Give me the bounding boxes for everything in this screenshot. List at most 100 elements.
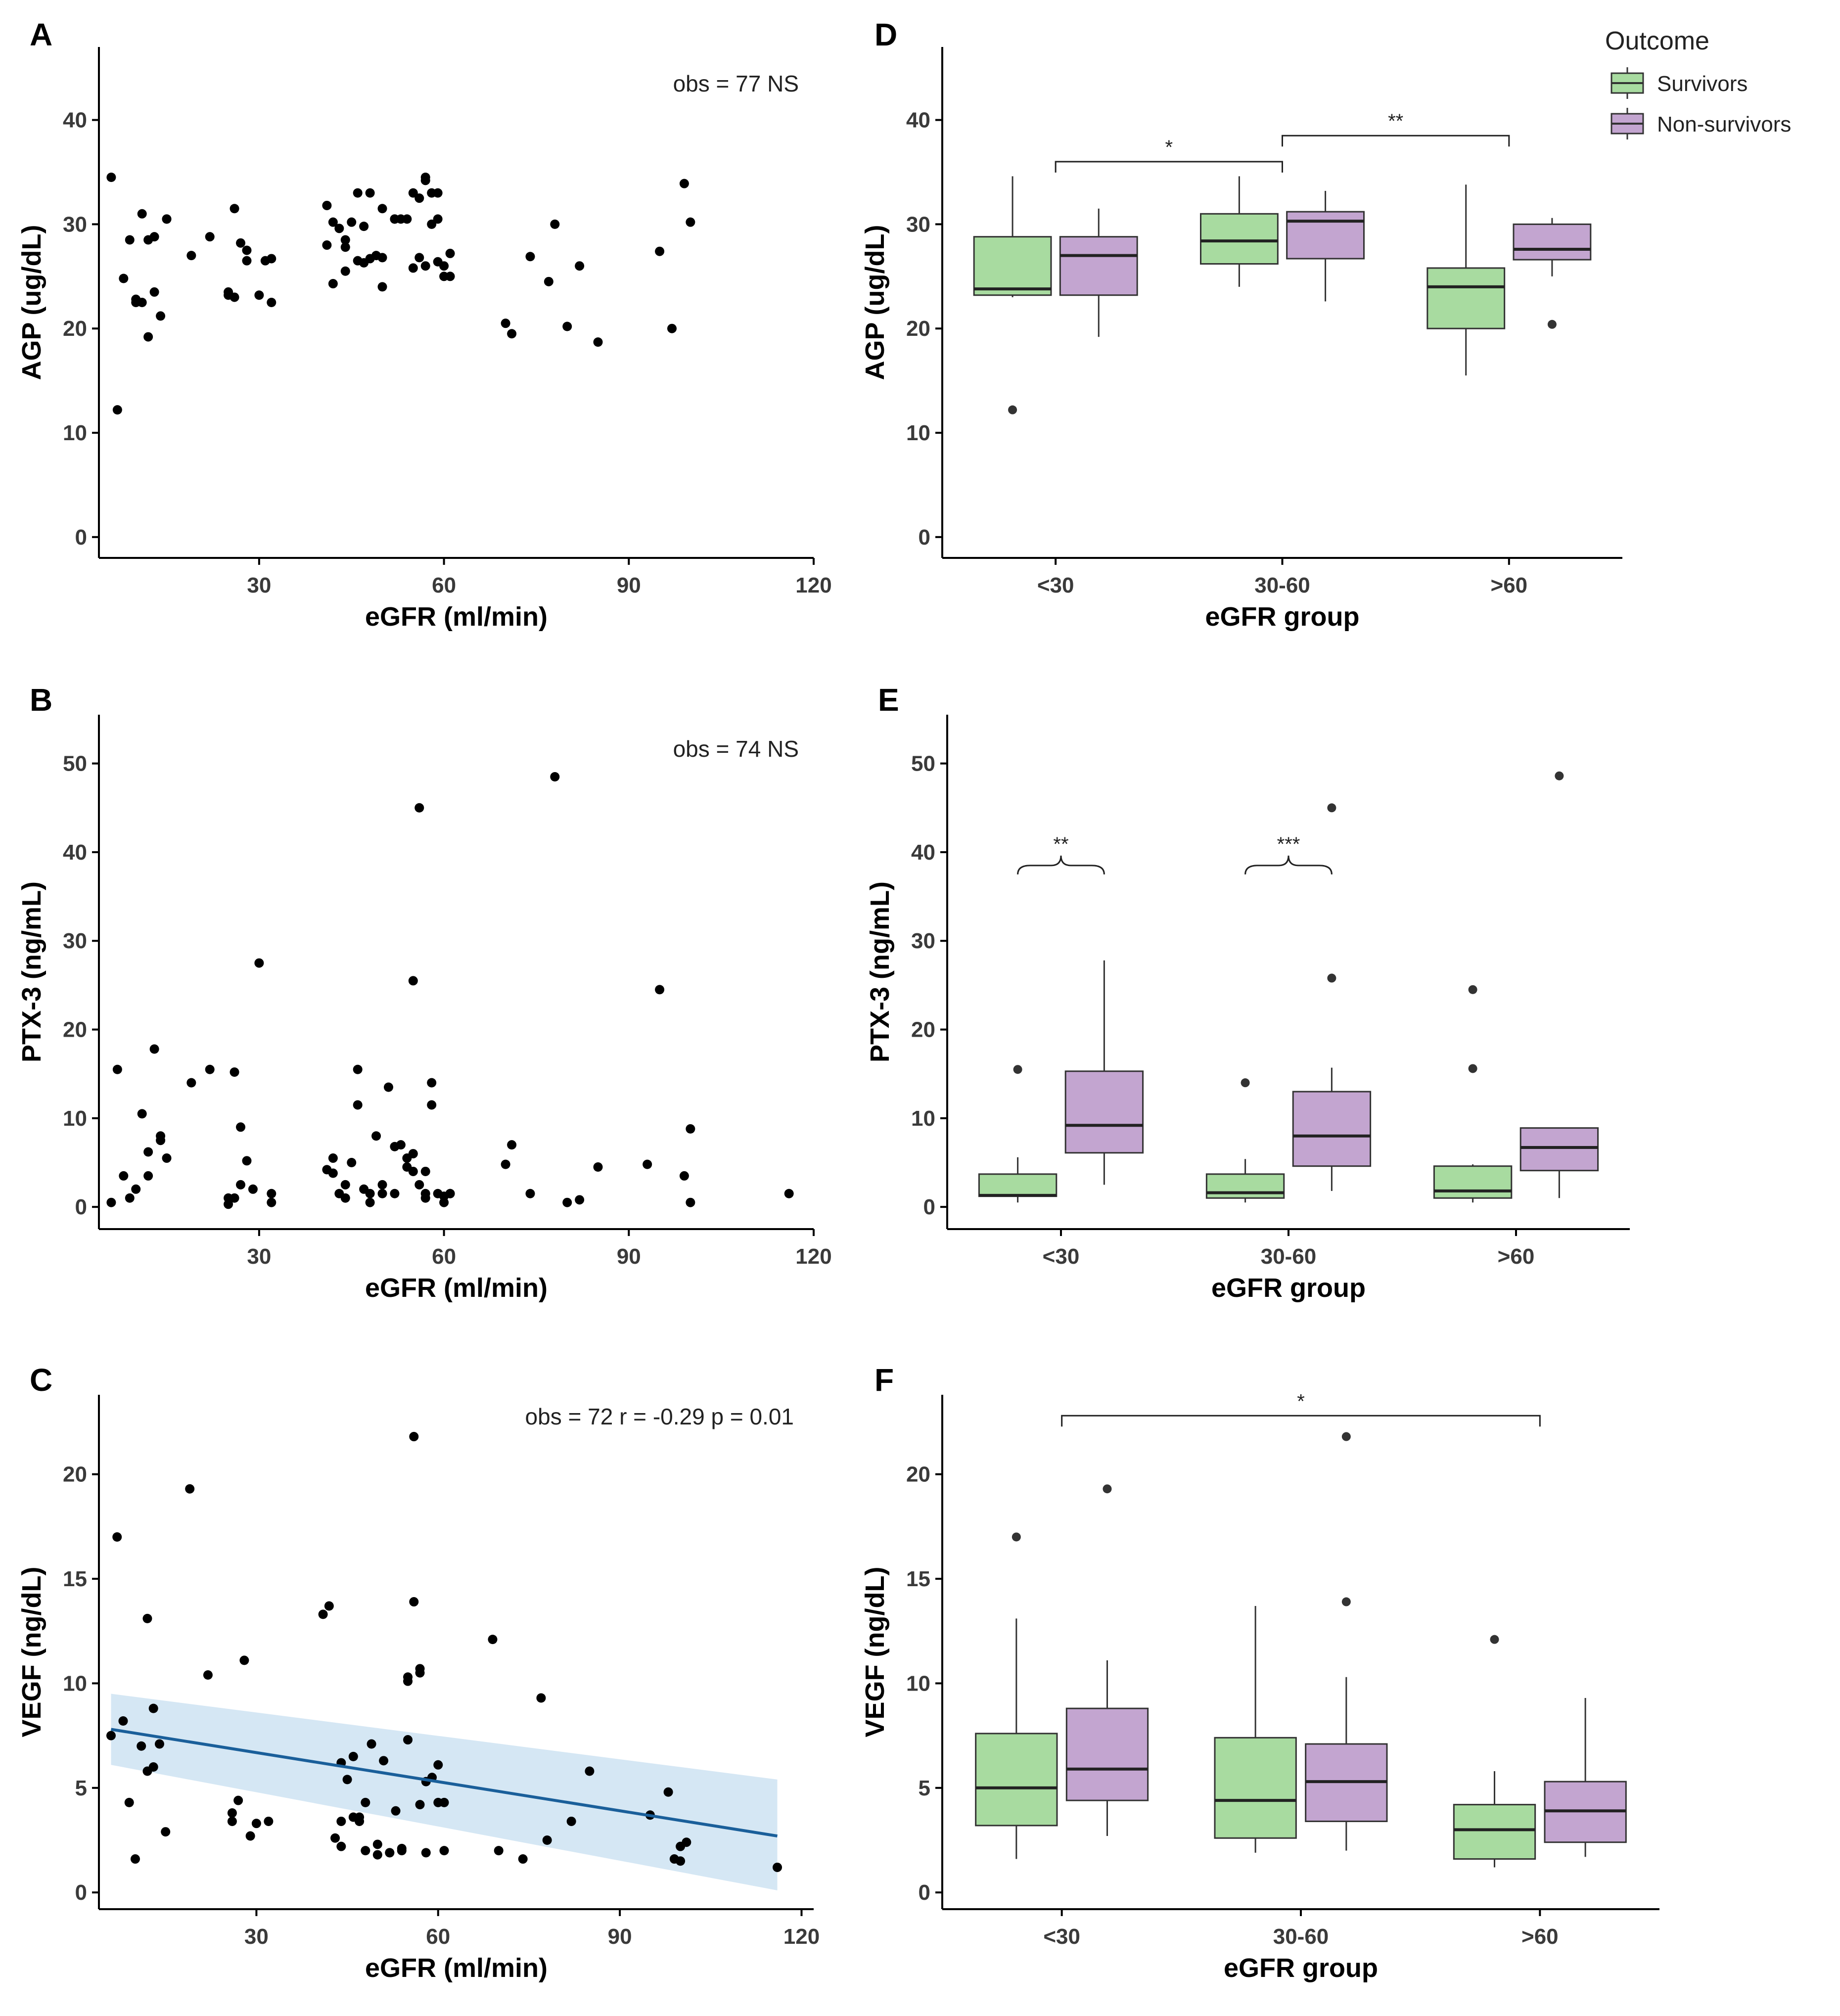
scatter-point: [334, 224, 344, 233]
scatter-point: [106, 1197, 116, 1207]
scatter-point: [403, 1676, 413, 1686]
scatter-point: [655, 985, 665, 995]
y-tick-label: 30: [906, 212, 930, 236]
box-outlier: [1341, 1432, 1351, 1441]
scatter-point: [365, 188, 375, 198]
scatter-point: [433, 188, 443, 198]
scatter-point: [409, 1597, 419, 1607]
scatter-point: [359, 258, 369, 268]
scatter-point: [239, 1655, 249, 1665]
scatter-point: [328, 217, 338, 227]
scatter-point: [242, 1156, 252, 1166]
chart-panel-c: C 0 5 10 15 20 30 60 90 120 eGFR (ml/min) VEGF (ng/…: [17, 1362, 820, 1983]
scatter-point: [439, 1846, 449, 1856]
scatter-point: [445, 248, 455, 258]
box-outlier: [1327, 803, 1336, 813]
box-non-survivors: [1065, 1484, 1149, 1836]
scatter-point: [686, 1124, 695, 1134]
scatter-point: [227, 1808, 237, 1818]
scatter-point: [585, 1766, 595, 1776]
y-tick-label: 10: [63, 1671, 87, 1695]
x-category-label: >60: [1521, 1924, 1559, 1949]
scatter-point: [149, 287, 159, 297]
x-tick-label: 30: [247, 573, 271, 597]
scatter-point: [433, 1797, 443, 1807]
scatter-point: [106, 1731, 116, 1741]
x-axis-title: eGFR (ml/min): [365, 1273, 548, 1303]
scatter-point: [361, 1846, 370, 1856]
scatter-point: [593, 1162, 603, 1172]
stats-annotation: obs = 74 NS: [673, 736, 799, 762]
significance-brace: [1244, 855, 1333, 874]
y-tick-label: 10: [911, 1106, 935, 1131]
y-axis-title: AGP (ug/dL): [17, 225, 46, 380]
box-non-survivors: [1544, 1698, 1627, 1857]
x-tick-label: 60: [432, 573, 456, 597]
scatter-point: [682, 1837, 691, 1847]
box-outlier: [1241, 1078, 1250, 1088]
significance-bracket: [1055, 161, 1283, 173]
scatter-point: [518, 1854, 528, 1864]
y-tick-label: 0: [923, 1195, 935, 1219]
box-iqr: [1292, 1091, 1372, 1167]
y-tick-label: 50: [63, 752, 87, 776]
scatter-point: [445, 272, 455, 281]
scatter-point: [377, 282, 387, 292]
scatter-point: [679, 1171, 689, 1181]
scatter-point: [131, 1184, 141, 1194]
scatter-point: [236, 238, 246, 248]
significance-label: *: [1165, 137, 1173, 158]
scatter-point: [340, 266, 350, 276]
scatter-point: [686, 217, 695, 227]
scatter-point: [427, 219, 437, 229]
scatter-point: [112, 405, 122, 415]
scatter-point: [402, 1162, 412, 1172]
scatter-point: [544, 276, 553, 286]
scatter-point: [267, 298, 276, 307]
scatter-point: [676, 1856, 686, 1866]
scatter-point: [264, 1816, 274, 1826]
scatter-point: [420, 1189, 430, 1198]
scatter-point: [328, 1153, 338, 1163]
x-category-label: <30: [1043, 1924, 1080, 1949]
stats-annotation: obs = 72 r = -0.29 p = 0.01: [525, 1404, 794, 1429]
x-axis-title: eGFR (ml/min): [365, 1953, 548, 1983]
scatter-point: [773, 1862, 782, 1872]
scatter-point: [162, 214, 172, 224]
scatter-point: [575, 1195, 585, 1205]
box-iqr: [1065, 1707, 1149, 1801]
scatter-point: [377, 204, 387, 214]
scatter-point: [488, 1635, 498, 1645]
scatter-point: [156, 311, 166, 321]
y-tick-label: 20: [63, 1463, 87, 1487]
box-non-survivors: [1305, 1432, 1388, 1851]
box-iqr: [1059, 236, 1138, 296]
scatter-point: [119, 1171, 129, 1181]
box-survivors: [1433, 985, 1513, 1203]
scatter-point: [593, 337, 603, 347]
panel-letter: B: [30, 682, 52, 718]
scatter-point: [342, 1775, 352, 1785]
scatter-point: [340, 242, 350, 252]
scatter-point: [185, 1484, 195, 1494]
scatter-point: [536, 1693, 546, 1703]
box-non-survivors: [1513, 218, 1592, 329]
y-tick-label: 10: [906, 1671, 930, 1695]
scatter-point: [525, 1189, 535, 1198]
box-non-survivors: [1519, 771, 1599, 1198]
y-tick-label: 40: [63, 840, 87, 865]
scatter-point: [118, 1716, 128, 1726]
x-tick-label: 120: [783, 1924, 820, 1949]
scatter-point: [242, 245, 252, 255]
box-iqr: [978, 1173, 1058, 1197]
scatter-point: [353, 1064, 363, 1074]
scatter-point: [414, 1180, 424, 1190]
scatter-point: [433, 1760, 443, 1770]
scatter-point: [367, 1739, 376, 1749]
x-tick-label: 120: [795, 1244, 831, 1269]
scatter-point: [408, 1149, 418, 1159]
scatter-point: [379, 1756, 389, 1766]
x-tick-label: 60: [426, 1924, 450, 1949]
box-survivors: [1453, 1635, 1536, 1868]
